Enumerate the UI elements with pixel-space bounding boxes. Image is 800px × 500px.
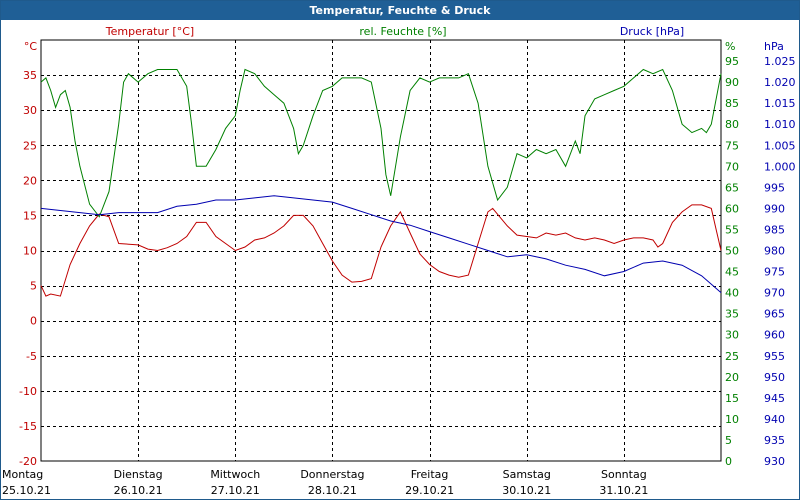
x-date-label: 29.10.21: [405, 484, 454, 497]
humidity-tick-label: 85: [725, 97, 739, 110]
humidity-tick-label: 20: [725, 371, 739, 384]
axis-ticks: -20 -15 -10 -5 0 5 10 15 20 25 30 35 °C 0 5 10 15 20 25 30 3…: [19, 40, 795, 468]
x-weekday-label: Sonntag: [601, 468, 647, 481]
temperature-tick-label: -15: [19, 420, 37, 433]
x-date-label: 30.10.21: [502, 484, 551, 497]
temperature-tick-label: 5: [30, 280, 37, 293]
x-date-label: 26.10.21: [114, 484, 163, 497]
window-title: Temperatur, Feuchte & Druck: [1, 1, 799, 20]
x-weekday-label: Donnerstag: [300, 468, 364, 481]
pressure-tick-label: 1.005: [764, 139, 796, 152]
humidity-tick-label: 75: [725, 139, 739, 152]
pressure-tick-label: 990: [764, 202, 785, 215]
x-weekday-label: Samstag: [503, 468, 551, 481]
x-weekday-label: Montag: [2, 468, 43, 481]
pressure-tick-label: 970: [764, 287, 785, 300]
legend-entry-temperature: Temperatur [°C]: [105, 25, 194, 38]
humidity-tick-label: 95: [725, 55, 739, 68]
temperature-unit-label: °C: [24, 40, 38, 53]
humidity-tick-label: 10: [725, 413, 739, 426]
humidity-tick-label: 70: [725, 160, 739, 173]
pressure-tick-label: 930: [764, 455, 785, 468]
pressure-unit-label: hPa: [764, 40, 784, 53]
pressure-tick-label: 945: [764, 392, 785, 405]
x-date-label: 25.10.21: [2, 484, 51, 497]
humidity-tick-label: 65: [725, 181, 739, 194]
pressure-tick-label: 985: [764, 223, 785, 236]
grid: [41, 40, 721, 461]
temperature-tick-label: 35: [23, 69, 37, 82]
humidity-unit-label: %: [725, 40, 735, 53]
pressure-tick-label: 995: [764, 181, 785, 194]
humidity-tick-label: 55: [725, 223, 739, 236]
temperature-tick-label: 15: [23, 209, 37, 222]
humidity-tick-label: 0: [725, 455, 732, 468]
temperature-tick-label: -10: [19, 385, 37, 398]
pressure-tick-label: 960: [764, 329, 785, 342]
x-date-label: 31.10.21: [599, 484, 648, 497]
temperature-tick-label: 0: [30, 315, 37, 328]
humidity-tick-label: 40: [725, 287, 739, 300]
pressure-tick-label: 1.010: [764, 118, 796, 131]
pressure-tick-label: 1.020: [764, 76, 796, 89]
pressure-tick-label: 1.025: [764, 55, 796, 68]
humidity-tick-label: 30: [725, 329, 739, 342]
legend-entry-pressure: Druck [hPa]: [620, 25, 684, 38]
legend-entry-humidity: rel. Feuchte [%]: [359, 25, 446, 38]
pressure-tick-label: 940: [764, 413, 785, 426]
humidity-tick-label: 90: [725, 76, 739, 89]
temperature-tick-label: 30: [23, 104, 37, 117]
pressure-tick-label: 965: [764, 308, 785, 321]
plot-frame: [40, 39, 722, 462]
temperature-tick-label: 20: [23, 174, 37, 187]
x-weekday-label: Mittwoch: [210, 468, 260, 481]
series-line-temperature: [40, 204, 722, 297]
pressure-tick-label: 935: [764, 434, 785, 447]
humidity-tick-label: 50: [725, 245, 739, 258]
humidity-tick-label: 45: [725, 266, 739, 279]
temperature-tick-label: -20: [19, 455, 37, 468]
series-group: [40, 68, 722, 297]
series-line-humidity: [40, 68, 722, 218]
humidity-tick-label: 60: [725, 202, 739, 215]
pressure-tick-label: 1.015: [764, 97, 796, 110]
x-weekday-label: Freitag: [411, 468, 449, 481]
pressure-tick-label: 955: [764, 350, 785, 363]
humidity-tick-label: 25: [725, 350, 739, 363]
pressure-tick-label: 980: [764, 245, 785, 258]
legend: Temperatur [°C] rel. Feuchte [%] Druck [hP…: [105, 25, 684, 38]
temperature-tick-label: 25: [23, 139, 37, 152]
pressure-tick-label: 950: [764, 371, 785, 384]
humidity-tick-label: 35: [725, 308, 739, 321]
x-weekday-label: Dienstag: [114, 468, 163, 481]
humidity-tick-label: 15: [725, 392, 739, 405]
humidity-tick-label: 80: [725, 118, 739, 131]
temperature-tick-label: 10: [23, 245, 37, 258]
pressure-tick-label: 1.000: [764, 160, 796, 173]
x-date-label: 28.10.21: [308, 484, 357, 497]
x-date-label: 27.10.21: [211, 484, 260, 497]
x-axis-labels: Montag 25.10.21 Dienstag 26.10.21 Mittwoch 27…: [2, 468, 648, 497]
humidity-tick-label: 5: [725, 434, 732, 447]
temperature-tick-label: -5: [26, 350, 37, 363]
pressure-tick-label: 975: [764, 266, 785, 279]
series-line-pressure: [40, 195, 722, 293]
